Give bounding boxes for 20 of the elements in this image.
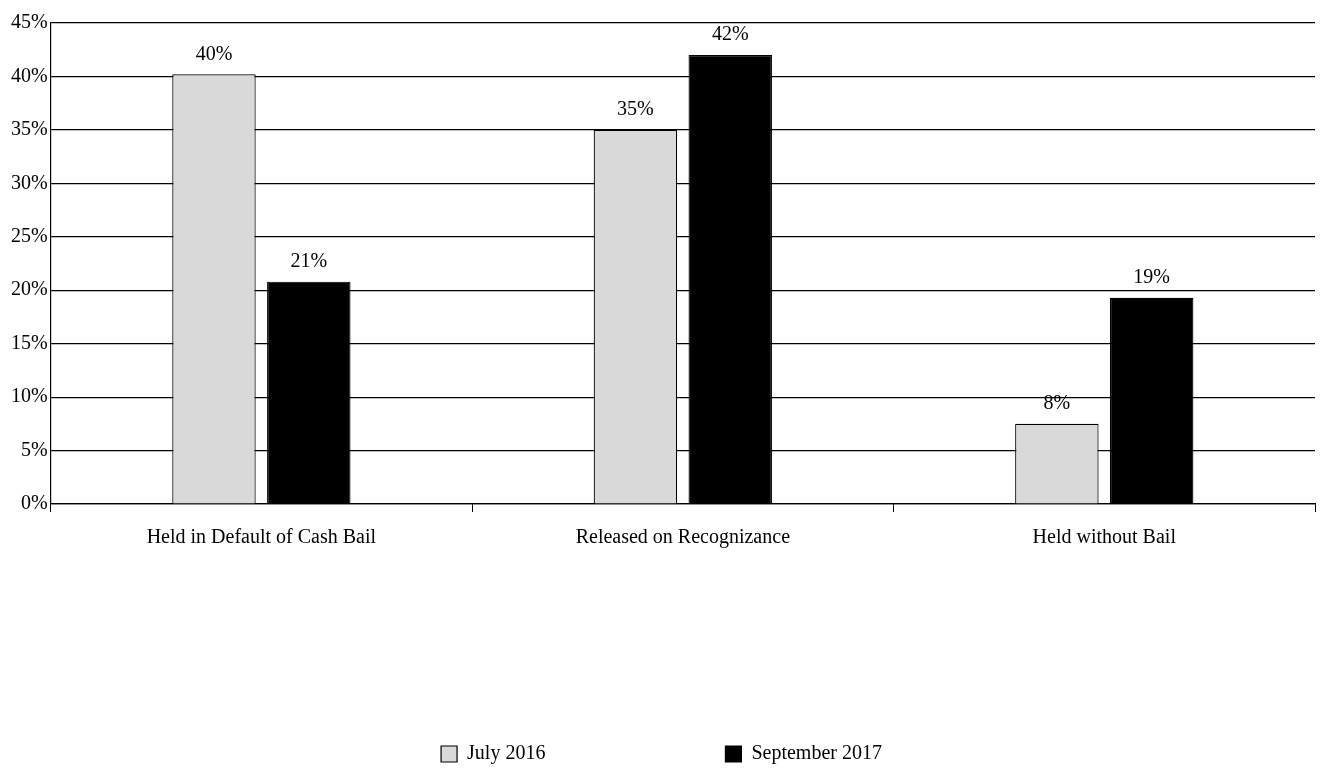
data-label: 21%	[290, 248, 328, 271]
data-label: 19%	[1133, 264, 1171, 287]
legend-label: September 2017	[751, 741, 882, 765]
y-tick-label: 5%	[20, 437, 48, 460]
legend-label: July 2016	[467, 741, 546, 765]
data-label: 35%	[617, 97, 654, 120]
y-tick-label: 30%	[10, 170, 48, 193]
x-tick-label: Held in Default of Cash Bail	[146, 525, 377, 548]
y-tick-label: 15%	[10, 330, 48, 353]
data-label: 42%	[711, 22, 749, 45]
y-tick-label: 25%	[10, 224, 48, 247]
y-tick-label: 0%	[20, 491, 48, 514]
y-tick-label: 40%	[10, 63, 48, 86]
x-tick-label: Held without Bail	[1032, 525, 1177, 548]
y-tick-label: 45%	[10, 10, 48, 33]
data-label: 40%	[195, 41, 233, 64]
x-tick-label: Released on Recognizance	[575, 525, 791, 549]
y-tick-label: 10%	[10, 384, 48, 407]
y-tick-label: 20%	[10, 277, 48, 300]
y-tick-label: 35%	[10, 117, 48, 140]
